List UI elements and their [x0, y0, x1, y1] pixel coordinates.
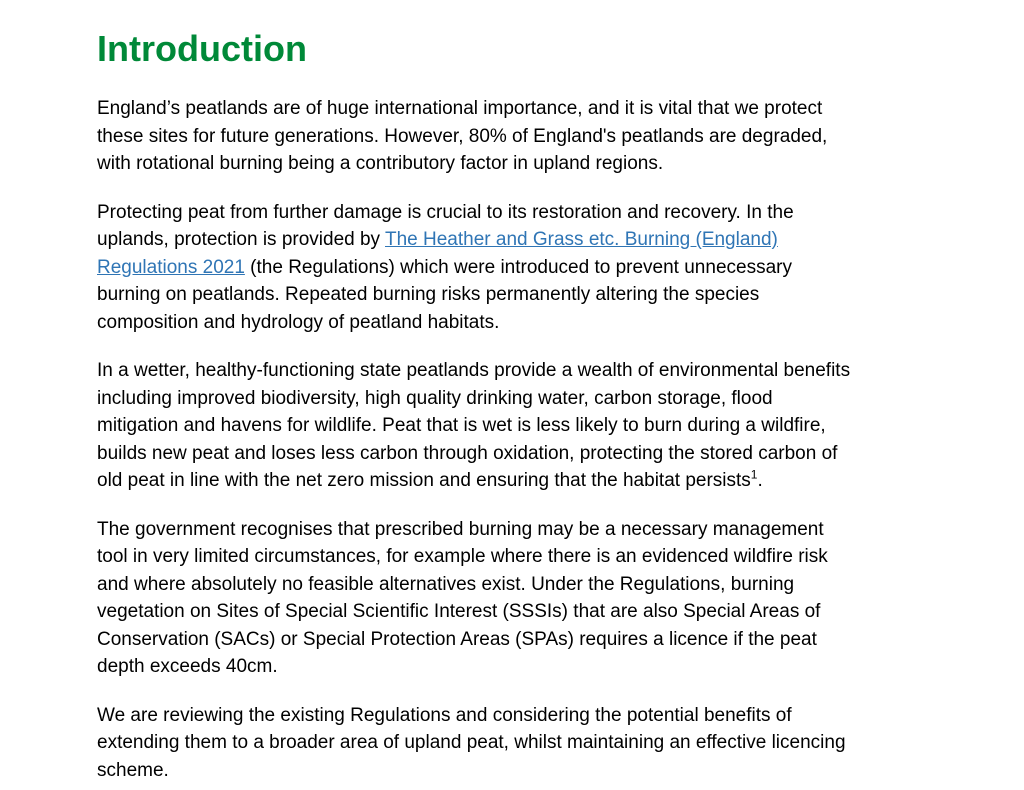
text-line: builds new peat and loses less carbon th…: [97, 442, 838, 464]
text-line: Conservation (SACs) or Special Protectio…: [97, 628, 817, 650]
text-line: The government recognises that prescribe…: [97, 518, 824, 540]
text-line: Protecting peat from further damage is c…: [97, 201, 794, 223]
paragraph-3: In a wetter, healthy-functioning state p…: [97, 357, 850, 495]
paragraph-5: We are reviewing the existing Regulation…: [97, 702, 850, 785]
footnote-reference[interactable]: 1: [750, 467, 758, 482]
text-line: including improved biodiversity, high qu…: [97, 387, 773, 409]
regulations-link-continued[interactable]: Regulations 2021: [97, 256, 245, 278]
page-title: Introduction: [97, 28, 307, 69]
text-line: England’s peatlands are of huge internat…: [97, 98, 823, 119]
text-line: composition and hydrology of peatland ha…: [97, 311, 500, 333]
text-segment: (the Regulations) which were introduced …: [244, 256, 792, 278]
document-page: Introduction England’s peatlands are of …: [97, 28, 850, 784]
regulations-link[interactable]: The Heather and Grass etc. Burning (Engl…: [385, 229, 778, 250]
text-segment: .: [757, 470, 763, 491]
text-segment: old peat in line with the net zero missi…: [97, 470, 751, 491]
text-line: We are reviewing the existing Regulation…: [97, 704, 792, 726]
text-segment: uplands, protection is provided by: [97, 229, 385, 250]
text-line: uplands, protection is provided by The H…: [97, 226, 850, 254]
paragraph-2: Protecting peat from further damage is c…: [97, 199, 850, 337]
text-line: vegetation on Sites of Special Scientifi…: [97, 601, 821, 622]
paragraph-1: England’s peatlands are of huge internat…: [97, 95, 850, 178]
text-line: depth exceeds 40cm.: [97, 656, 278, 677]
text-line: with rotational burning being a contribu…: [97, 153, 664, 174]
text-line: In a wetter, healthy-functioning state p…: [97, 360, 851, 381]
text-line: mitigation and havens for wildlife. Peat…: [97, 415, 826, 436]
text-line: scheme.: [97, 759, 169, 781]
text-line: tool in very limited circumstances, for …: [97, 546, 828, 567]
text-line: and where absolutely no feasible alterna…: [97, 573, 795, 595]
text-line: burning on peatlands. Repeated burning r…: [97, 284, 760, 305]
text-line: these sites for future generations. Howe…: [97, 125, 828, 147]
text-line: old peat in line with the net zero missi…: [97, 467, 850, 495]
text-line: Regulations 2021 (the Regulations) which…: [97, 254, 850, 282]
text-line: extending them to a broader area of upla…: [97, 732, 846, 753]
paragraph-4: The government recognises that prescribe…: [97, 516, 850, 681]
